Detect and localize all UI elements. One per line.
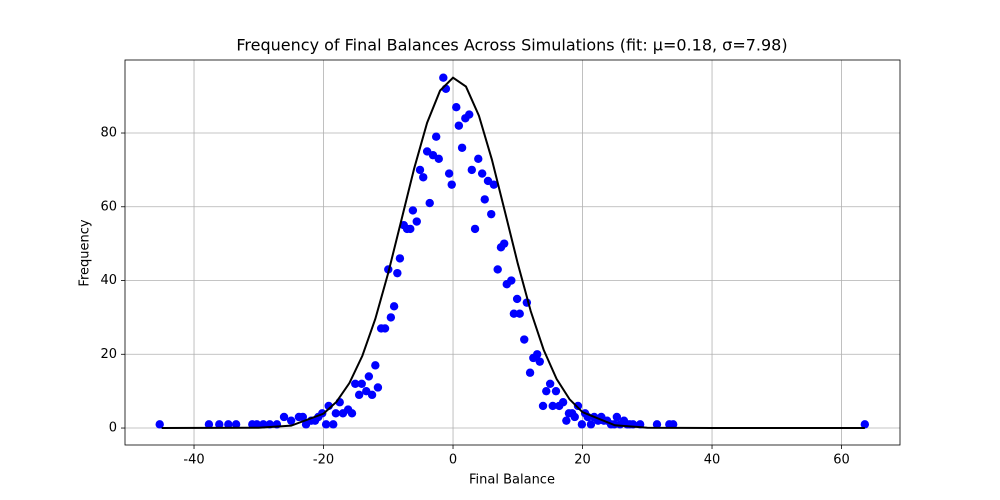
scatter-point (204, 420, 214, 429)
scatter-point (351, 379, 360, 388)
scatter-point (570, 412, 579, 422)
scatter-point (412, 217, 421, 226)
scatter-point (331, 409, 341, 418)
scatter-point (474, 154, 483, 164)
scatter-point (357, 379, 366, 388)
scatter-point (321, 420, 331, 429)
x-tick-label: 40 (704, 453, 721, 468)
y-tick-label: 0 (109, 421, 117, 436)
scatter-point (279, 412, 289, 422)
scatter-point (512, 294, 522, 304)
scatter-point (467, 165, 477, 175)
scatter-point (439, 73, 448, 82)
scatter-point (364, 372, 374, 381)
scatter-point (499, 239, 509, 248)
scatter-point (493, 265, 502, 274)
scatter-point (535, 357, 544, 366)
scatter-point (389, 302, 399, 311)
y-tick-label: 80 (100, 126, 117, 141)
scatter-point (419, 173, 428, 182)
scatter-point (425, 198, 434, 208)
scatter-point (406, 224, 415, 234)
scatter-point (454, 121, 464, 130)
scatter-point (548, 401, 557, 411)
scatter-point (347, 409, 357, 418)
scatter-point (487, 209, 496, 219)
plot-frame (124, 59, 901, 446)
scatter-point (395, 254, 405, 263)
scatter-point (860, 420, 870, 429)
scatter-point (231, 420, 241, 429)
scatter-point (586, 420, 596, 429)
scatter-point (386, 313, 396, 322)
chart-title: Frequency of Final Balances Across Simul… (236, 36, 787, 55)
scatter-point (525, 368, 535, 377)
y-tick-label: 40 (100, 273, 117, 288)
scatter-point (252, 420, 262, 429)
scatter-point (155, 420, 164, 429)
scatter-point (415, 165, 425, 175)
scatter-point (577, 420, 587, 429)
x-tick-label: 60 (833, 453, 850, 468)
scatter-point (373, 383, 383, 392)
scatter-point (542, 386, 551, 396)
scatter-point (507, 276, 516, 285)
scatter-point (573, 401, 583, 411)
fit-line (161, 76, 865, 430)
scatter-point (612, 412, 622, 422)
scatter-point (465, 110, 474, 119)
scatter-point (562, 416, 571, 425)
scatter-point (545, 379, 555, 388)
scatter-point (452, 103, 461, 112)
scatter-point (489, 180, 499, 189)
scatter-point (354, 390, 364, 400)
scatter-point (509, 309, 519, 318)
scatter-point (558, 398, 568, 407)
scatter-point (668, 420, 678, 429)
scatter-point (447, 180, 456, 189)
x-tick-label: -40 (183, 453, 204, 468)
scatter-point (367, 390, 377, 400)
scatter-point (286, 416, 296, 425)
y-axis-label: Frequency (78, 219, 93, 286)
scatter-point (371, 361, 380, 370)
scatter-point (470, 224, 480, 234)
scatter-point (477, 169, 487, 178)
scatter-point (538, 401, 548, 411)
scatter-point (408, 206, 418, 215)
scatter-point (652, 420, 662, 429)
scatter-point (434, 154, 443, 164)
y-tick-label: 20 (100, 347, 117, 362)
scatter-point (329, 420, 338, 429)
scatter-point (393, 268, 402, 278)
x-tick-label: -20 (313, 453, 334, 468)
scatter-point (224, 420, 233, 429)
scatter-point (515, 309, 524, 318)
y-tick-label: 60 (100, 199, 117, 214)
scatter-point (520, 335, 529, 344)
scatter-point (457, 143, 467, 152)
scatter-point (480, 195, 489, 204)
x-axis-label: Final Balance (469, 473, 555, 488)
scatter-point (215, 420, 224, 429)
scatter-point (431, 132, 441, 141)
scatter-point (444, 169, 454, 178)
scatter-point (533, 350, 542, 359)
x-tick-label: 20 (574, 453, 591, 468)
scatter-point (298, 412, 308, 422)
scatter-point (551, 386, 561, 396)
x-tick-label: 0 (449, 453, 457, 468)
scatter-point (380, 324, 390, 333)
